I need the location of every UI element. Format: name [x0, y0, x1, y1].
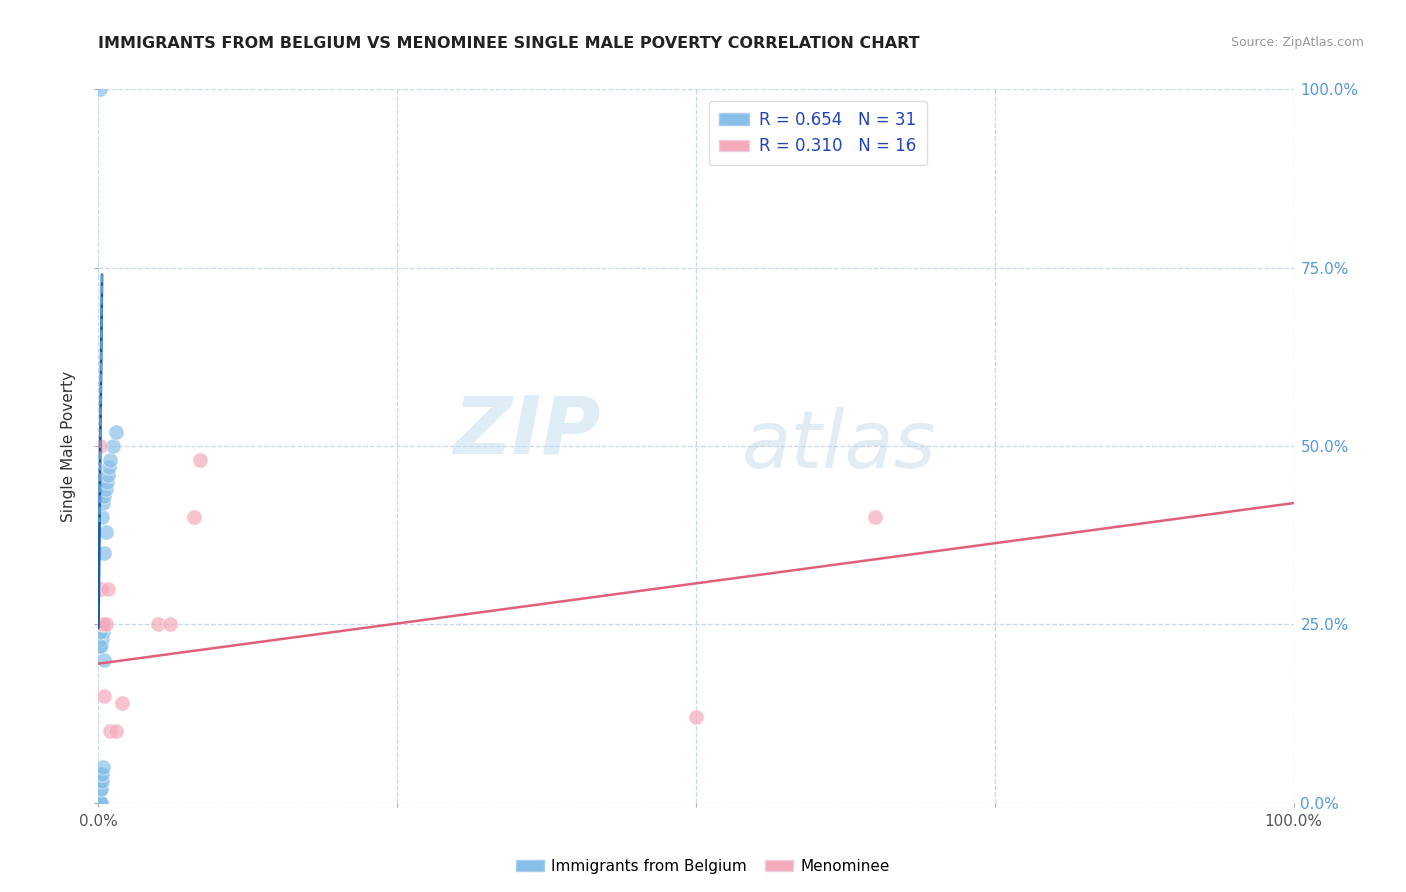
Point	[91, 496, 114, 510]
Point	[685, 710, 707, 724]
Point	[91, 510, 114, 524]
Point	[91, 624, 114, 639]
Point	[89, 796, 111, 810]
Point	[90, 796, 112, 810]
Point	[93, 689, 115, 703]
Point	[111, 696, 134, 710]
Point	[105, 724, 128, 739]
Point	[91, 767, 114, 781]
Text: ZIP: ZIP	[453, 392, 600, 471]
Point	[183, 510, 205, 524]
Point	[89, 796, 111, 810]
Text: IMMIGRANTS FROM BELGIUM VS MENOMINEE SINGLE MALE POVERTY CORRELATION CHART: IMMIGRANTS FROM BELGIUM VS MENOMINEE SIN…	[98, 36, 920, 51]
Point	[97, 582, 120, 596]
Point	[105, 425, 128, 439]
Point	[90, 781, 112, 796]
Legend: R = 0.654   N = 31, R = 0.310   N = 16: R = 0.654 N = 31, R = 0.310 N = 16	[710, 101, 927, 165]
Point	[91, 617, 114, 632]
Point	[91, 774, 114, 789]
Point	[93, 546, 115, 560]
Point	[159, 617, 181, 632]
Y-axis label: Single Male Poverty: Single Male Poverty	[62, 370, 76, 522]
Text: atlas: atlas	[742, 407, 936, 485]
Point	[97, 467, 120, 482]
Point	[90, 582, 112, 596]
Point	[98, 724, 122, 739]
Point	[90, 639, 112, 653]
Point	[89, 781, 111, 796]
Point	[90, 767, 112, 781]
Point	[90, 796, 112, 810]
Point	[188, 453, 211, 467]
Point	[96, 475, 118, 489]
Point	[89, 624, 111, 639]
Point	[91, 617, 114, 632]
Point	[93, 653, 115, 667]
Point	[101, 439, 124, 453]
Point	[93, 489, 115, 503]
Point	[89, 796, 111, 810]
Point	[863, 510, 887, 524]
Point	[94, 524, 117, 539]
Point	[94, 617, 117, 632]
Point	[89, 774, 111, 789]
Point	[148, 617, 170, 632]
Text: Source: ZipAtlas.com: Source: ZipAtlas.com	[1230, 36, 1364, 49]
Point	[91, 760, 114, 774]
Point	[89, 639, 111, 653]
Legend: Immigrants from Belgium, Menominee: Immigrants from Belgium, Menominee	[510, 853, 896, 880]
Point	[98, 453, 122, 467]
Point	[98, 460, 121, 475]
Point	[91, 632, 114, 646]
Point	[89, 439, 111, 453]
Point	[94, 482, 117, 496]
Point	[89, 82, 111, 96]
